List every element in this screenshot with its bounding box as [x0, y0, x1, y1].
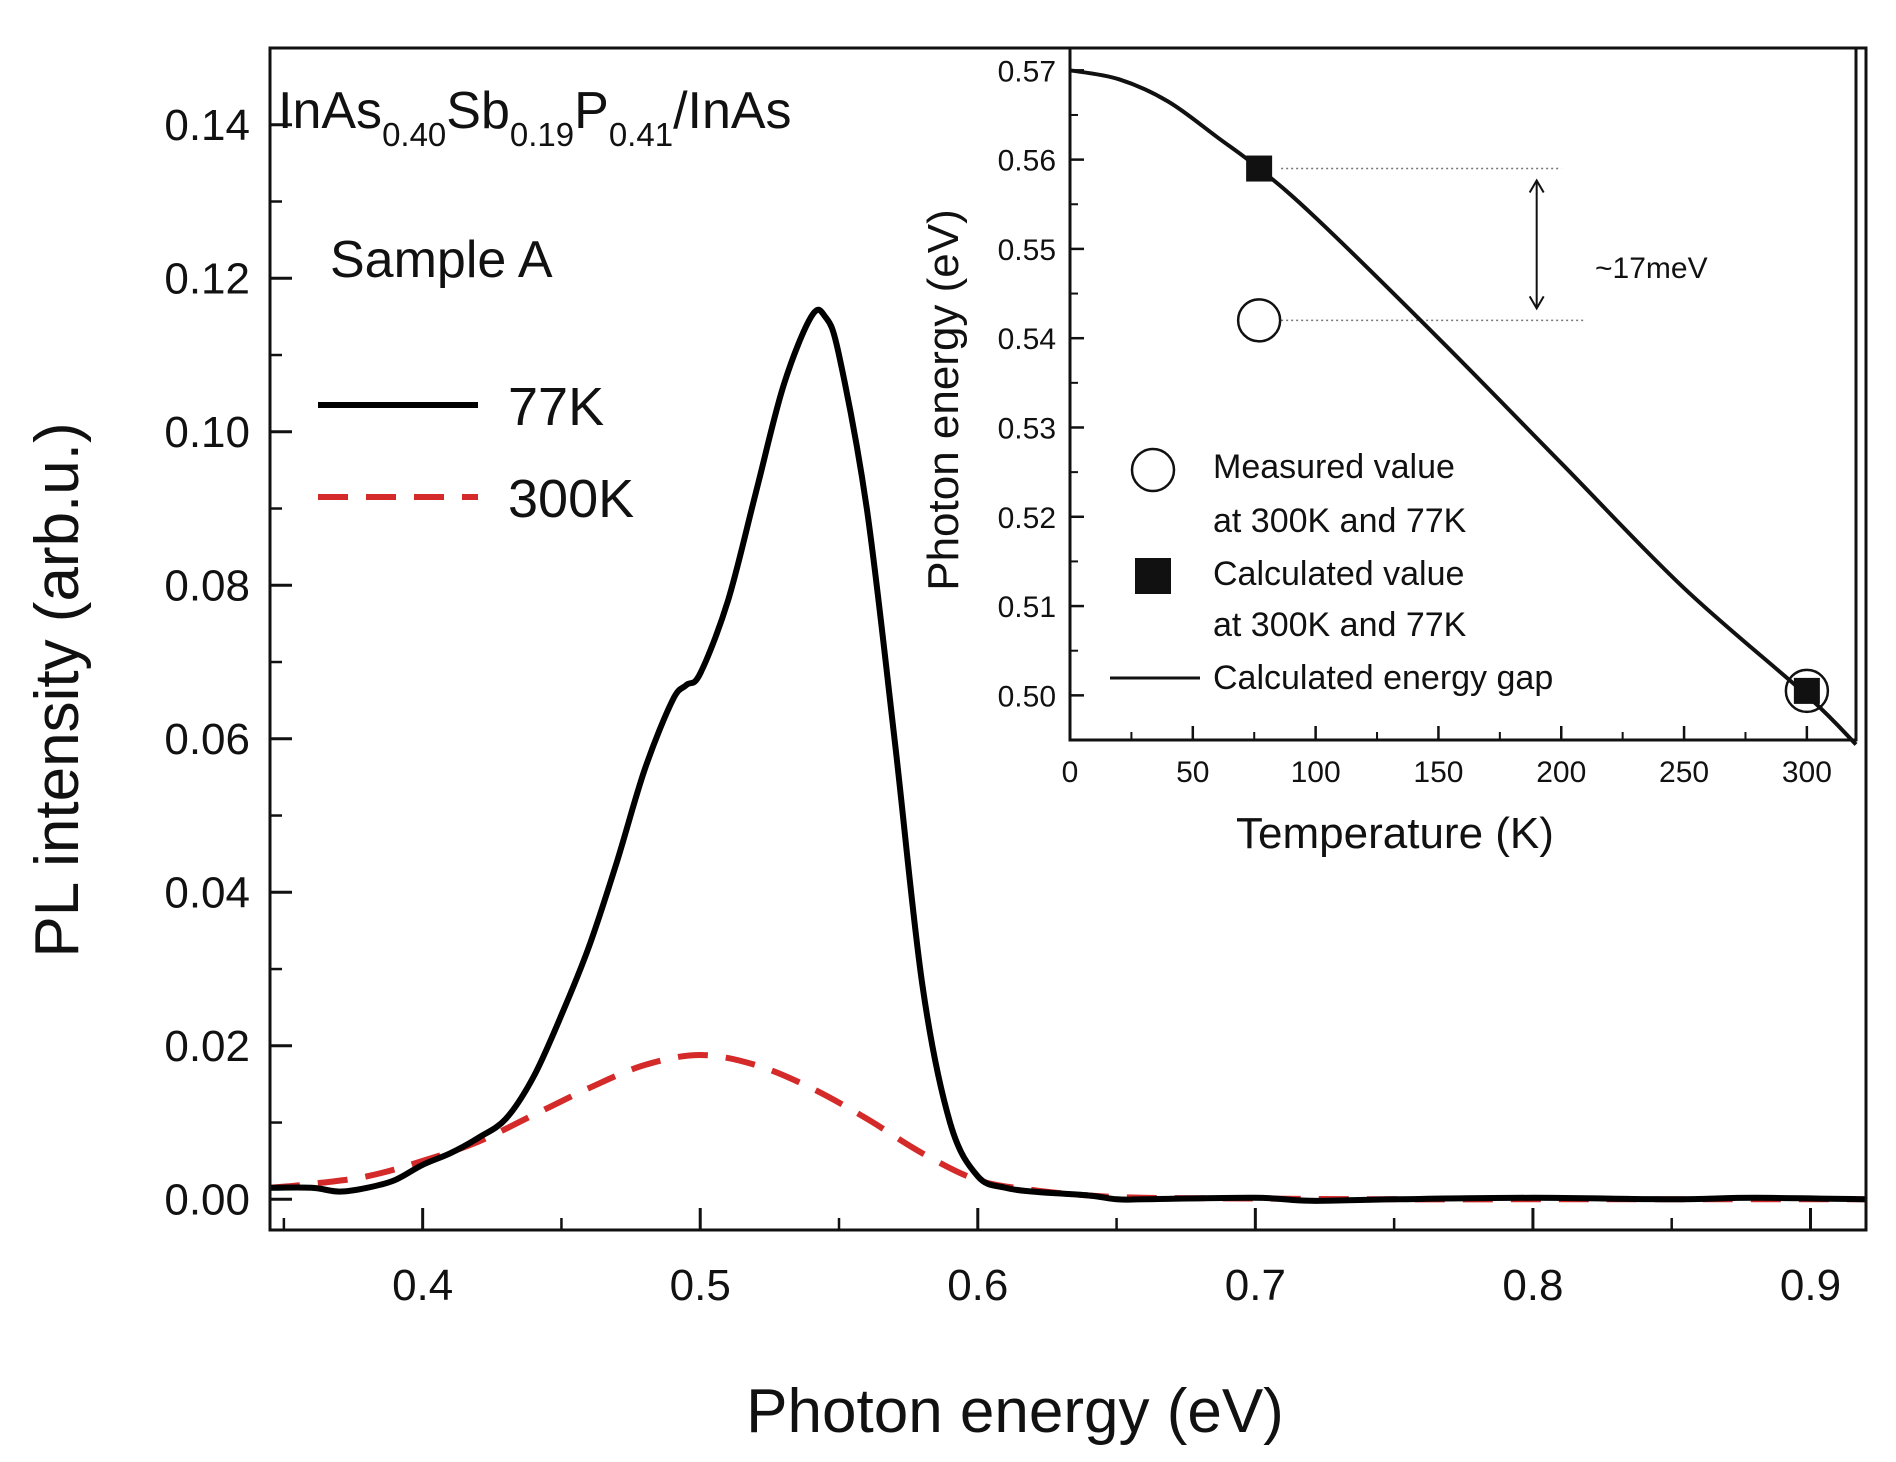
- main-x-tick-label: 0.9: [1780, 1261, 1841, 1310]
- main-y-tick-label: 0.14: [164, 101, 250, 150]
- main-x-axis-title: Photon energy (eV): [746, 1377, 1284, 1446]
- main-x-tick-label: 0.5: [670, 1261, 731, 1310]
- main-y-axis-title: PL intensity (arb.u.): [23, 422, 92, 957]
- inset-x-tick-label: 0: [1062, 756, 1079, 789]
- legend-energy-gap-label: Calculated energy gap: [1213, 659, 1553, 697]
- main-x-tick-label: 0.4: [392, 1261, 453, 1310]
- material-element: P: [574, 82, 609, 140]
- legend-open-circle-marker: [1130, 447, 1176, 493]
- inset-y-tick-label: 0.51: [998, 591, 1056, 624]
- inset-x-tick-label: 100: [1291, 756, 1341, 789]
- legend-calculated-line2: at 300K and 77K: [1213, 606, 1467, 644]
- material-element: InAs: [278, 82, 382, 140]
- energy-difference-annotation: ~17meV: [1595, 252, 1708, 285]
- material-composition-label: InAs0.40Sb0.19P0.41/InAs: [278, 82, 792, 153]
- legend-measured-line1: Measured value: [1213, 448, 1455, 486]
- main-x-tick-label: 0.6: [947, 1261, 1008, 1310]
- main-y-tick-label: 0.04: [164, 868, 250, 917]
- legend-calculated-line1: Calculated value: [1213, 555, 1464, 593]
- inset-y-tick-label: 0.53: [998, 412, 1056, 445]
- inset-y-tick-label: 0.55: [998, 234, 1056, 267]
- inset-x-tick-label: 50: [1176, 756, 1209, 789]
- inset-x-tick-label: 150: [1413, 756, 1463, 789]
- calculated-value-marker: [1246, 155, 1273, 182]
- material-element: /InAs: [673, 82, 792, 140]
- main-plot-curves: [269, 306, 1867, 1204]
- measured-value-marker: [1236, 298, 1282, 343]
- legend-filled-square-marker: [1135, 558, 1171, 594]
- series-line-calculated-energy-gap: [1069, 68, 1858, 746]
- main-plot: 0.4 0.5 0.6 0.7 0.8 0.9 0.00 0.02 0.04 0.06 0.08 0.…: [23, 46, 1868, 1446]
- inset-y-tick-label: 0.56: [998, 145, 1056, 178]
- series-line-77k: [269, 306, 1867, 1204]
- inset-x-axis-title: Temperature (K): [1236, 809, 1554, 858]
- main-y-tick-label: 0.06: [164, 715, 250, 764]
- material-subscript: 0.41: [609, 116, 673, 153]
- calculated-value-marker: [1793, 677, 1820, 704]
- measured-value-marker: [1784, 668, 1830, 714]
- legend-label-77k: 77K: [508, 377, 604, 437]
- energy-difference-arrowhead-up: [1528, 178, 1545, 194]
- inset-plot-curves: [1069, 68, 1858, 746]
- inset-plot-frame: [1068, 46, 1858, 742]
- inset-y-tick-label: 0.52: [998, 502, 1056, 535]
- main-y-tick-label: 0.02: [164, 1022, 250, 1071]
- material-subscript: 0.40: [382, 116, 446, 153]
- inset-plot: 0 50 100 150 200 250 300 0.50 0.51 0.52 0.53 0.54 0.…: [919, 46, 1858, 858]
- inset-y-tick-label: 0.50: [998, 680, 1056, 713]
- energy-difference-arrowhead-down: [1528, 295, 1545, 311]
- inset-y-axis-title: Photon energy (eV): [919, 209, 968, 591]
- legend-measured-line2: at 300K and 77K: [1213, 502, 1467, 540]
- main-legend: 77K 300K: [318, 377, 634, 529]
- main-y-tick-label: 0.08: [164, 561, 250, 610]
- energy-difference-label: ~17meV: [1595, 252, 1708, 285]
- inset-y-tick-label: 0.54: [998, 323, 1056, 356]
- main-y-tick-label: 0.00: [164, 1175, 250, 1224]
- main-y-tick-label: 0.10: [164, 408, 250, 457]
- material-element: Sb: [446, 82, 510, 140]
- inset-legend: Measured value at 300K and 77K Calculate…: [1110, 447, 1553, 697]
- main-axis-ticks: 0.4 0.5 0.6 0.7 0.8 0.9 0.00 0.02 0.04 0.06 0.08 0.…: [164, 101, 1841, 1310]
- main-x-tick-label: 0.7: [1225, 1261, 1286, 1310]
- inset-y-tick-label: 0.57: [998, 55, 1056, 88]
- inset-x-tick-label: 250: [1659, 756, 1709, 789]
- inset-axis-ticks: 0 50 100 150 200 250 300 0.50 0.51 0.52 0.53 0.54 0.…: [998, 55, 1832, 789]
- main-x-tick-label: 0.8: [1502, 1261, 1563, 1310]
- inset-x-tick-label: 300: [1782, 756, 1832, 789]
- legend-label-300k: 300K: [508, 469, 634, 529]
- inset-x-tick-label: 200: [1536, 756, 1586, 789]
- main-plot-frame: [268, 46, 1868, 1232]
- main-y-tick-label: 0.12: [164, 254, 250, 303]
- sample-label: Sample A: [330, 231, 553, 289]
- material-subscript: 0.19: [510, 116, 574, 153]
